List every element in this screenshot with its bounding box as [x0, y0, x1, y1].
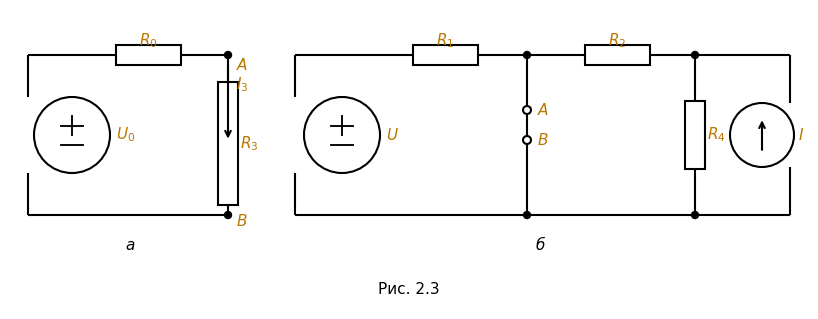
Circle shape	[34, 97, 110, 173]
Text: $A$: $A$	[236, 57, 248, 73]
Text: а: а	[125, 238, 135, 253]
Circle shape	[730, 103, 794, 167]
Bar	[685, 101, 705, 169]
Text: $I$: $I$	[798, 127, 804, 143]
Text: $R_4$: $R_4$	[707, 126, 726, 145]
Circle shape	[224, 51, 231, 58]
Circle shape	[523, 106, 531, 114]
Circle shape	[304, 97, 380, 173]
Circle shape	[524, 211, 531, 219]
Circle shape	[524, 51, 531, 58]
Text: $U$: $U$	[386, 127, 399, 143]
Bar	[585, 45, 649, 65]
Text: $B$: $B$	[236, 213, 248, 229]
Text: $I_3$: $I_3$	[236, 76, 249, 94]
Bar	[218, 82, 238, 205]
Text: $R_3$: $R_3$	[240, 134, 258, 153]
Text: $R_0$: $R_0$	[138, 32, 157, 50]
Bar	[412, 45, 478, 65]
Text: Рис. 2.3: Рис. 2.3	[378, 283, 440, 298]
Text: $B$: $B$	[537, 132, 549, 148]
Circle shape	[224, 211, 231, 219]
Text: $R_1$: $R_1$	[436, 32, 454, 50]
Circle shape	[523, 136, 531, 144]
Text: $R_2$: $R_2$	[608, 32, 626, 50]
Text: $U_0$: $U_0$	[116, 126, 135, 145]
Circle shape	[691, 51, 699, 58]
Text: $A$: $A$	[537, 102, 549, 118]
Text: б: б	[535, 238, 545, 253]
Bar	[115, 45, 181, 65]
Circle shape	[691, 211, 699, 219]
